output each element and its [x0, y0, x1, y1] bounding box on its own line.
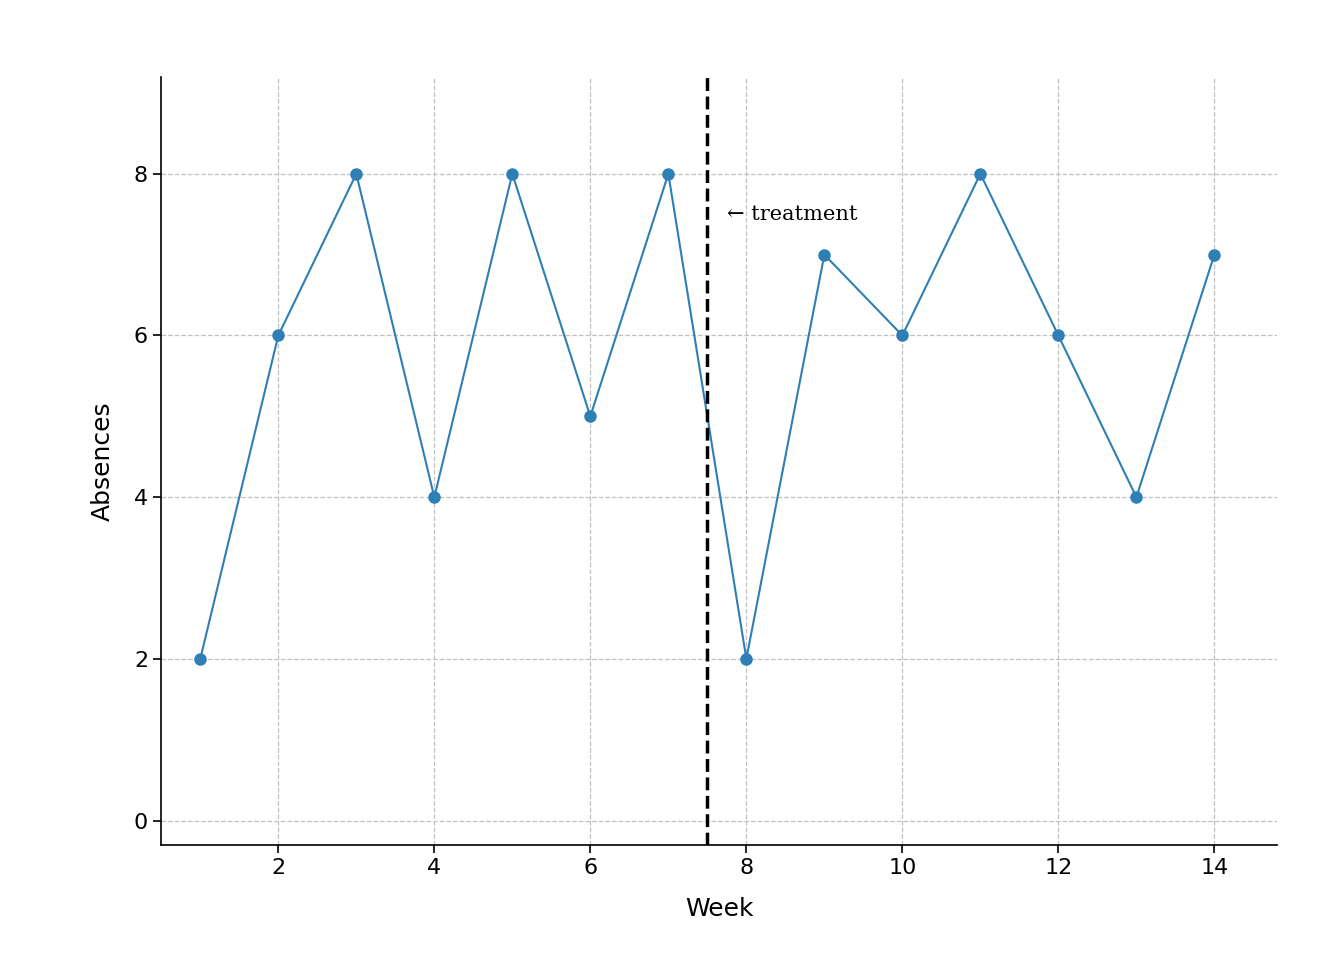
X-axis label: Week: Week	[685, 898, 753, 922]
Y-axis label: Absences: Absences	[90, 401, 114, 520]
Text: ← treatment: ← treatment	[727, 204, 857, 224]
